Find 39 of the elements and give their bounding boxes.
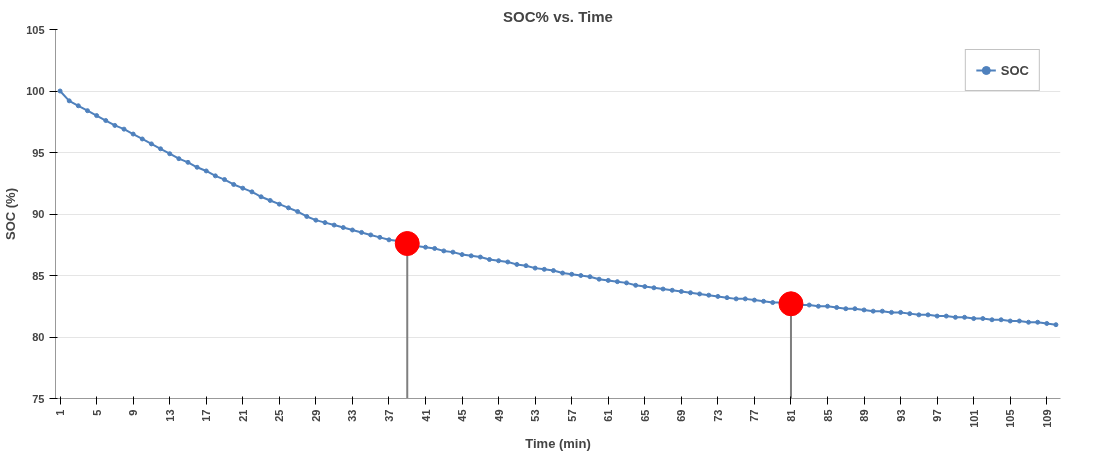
x-tick-label: 73 bbox=[711, 409, 724, 422]
x-tick-label: 49 bbox=[492, 409, 505, 422]
x-tick-label: 37 bbox=[382, 409, 395, 422]
y-tick-label: 75 bbox=[32, 392, 45, 405]
y-tick-label: 95 bbox=[32, 146, 45, 159]
x-tick-label: 65 bbox=[638, 409, 651, 422]
x-tick-label: 109 bbox=[1040, 409, 1053, 428]
x-tick-label: 101 bbox=[967, 409, 980, 428]
y-tick-label: 80 bbox=[32, 331, 45, 343]
x-tick-label: 29 bbox=[309, 409, 322, 422]
x-tick-label: 61 bbox=[602, 409, 615, 422]
x-tick-label: 9 bbox=[127, 409, 140, 416]
x-tick-label: 1 bbox=[54, 409, 67, 416]
x-tick-label: 13 bbox=[163, 409, 176, 422]
legend-label: SOC bbox=[1000, 62, 1029, 78]
x-tick-label: 89 bbox=[858, 409, 871, 422]
y-axis-title: SOC (%) bbox=[3, 188, 19, 240]
y-tick-label: 100 bbox=[26, 85, 45, 97]
x-tick-label: 69 bbox=[675, 409, 688, 422]
y-tick-label: 90 bbox=[32, 208, 45, 220]
x-tick-label: 93 bbox=[894, 409, 907, 422]
x-tick-label: 77 bbox=[748, 409, 761, 422]
x-tick-label: 5 bbox=[90, 409, 103, 416]
x-axis-title: Time (min) bbox=[525, 435, 591, 451]
x-tick-label: 105 bbox=[1004, 409, 1017, 428]
y-tick-label: 85 bbox=[32, 269, 45, 282]
x-tick-label: 21 bbox=[236, 409, 249, 422]
chart-title: SOC% vs. Time bbox=[503, 7, 613, 25]
x-tick-label: 41 bbox=[419, 409, 432, 422]
x-tick-label: 85 bbox=[821, 409, 834, 422]
x-tick-label: 17 bbox=[200, 409, 213, 422]
x-tick-label: 45 bbox=[456, 409, 469, 422]
x-tick-label: 25 bbox=[273, 409, 286, 422]
x-tick-label: 33 bbox=[346, 409, 359, 422]
x-tick-label: 53 bbox=[529, 409, 542, 422]
x-tick-label: 97 bbox=[931, 409, 944, 422]
y-tick-label: 105 bbox=[26, 23, 45, 36]
x-tick-label: 81 bbox=[784, 409, 797, 422]
x-tick-label: 57 bbox=[565, 409, 578, 422]
